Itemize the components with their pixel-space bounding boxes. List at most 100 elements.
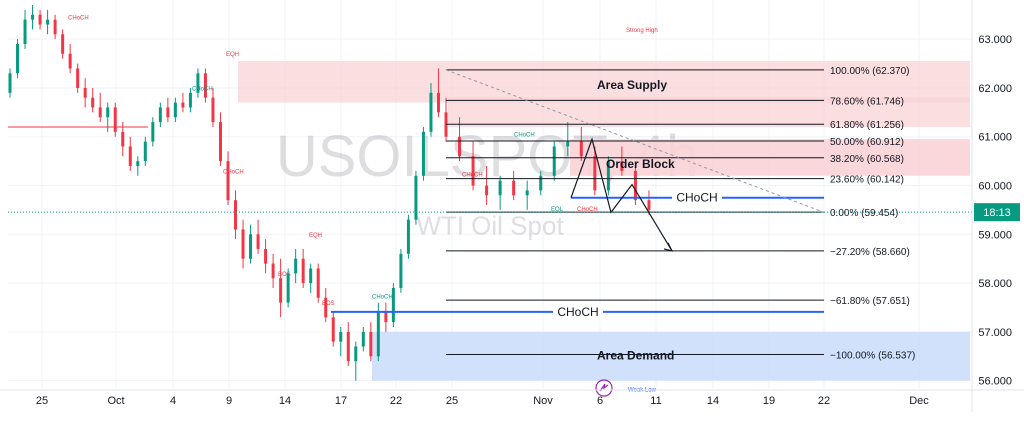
candle-body	[331, 317, 335, 342]
candle-body	[633, 170, 637, 201]
candle-body	[143, 141, 147, 162]
structure-label: CHoCH	[223, 169, 244, 175]
candle-body	[234, 200, 238, 230]
candle-body	[593, 156, 597, 191]
candle-body	[421, 131, 425, 176]
candle-body	[196, 73, 200, 93]
x-tick-label: 17	[335, 395, 347, 407]
candle-body	[128, 146, 132, 167]
candle-body	[324, 297, 328, 318]
candle-body	[181, 102, 185, 108]
overlays: 100.00% (62.370) 78.60% (61.746) 61.80% (6…	[8, 16, 972, 397]
structure-label: BOS	[322, 301, 335, 307]
fib-level-label: 61.80% (61.256)	[830, 120, 904, 131]
candle-body	[83, 87, 87, 98]
candle-body	[316, 268, 320, 298]
x-tick-label: 4	[170, 395, 176, 407]
candle-body	[485, 185, 489, 196]
candle-body	[566, 141, 570, 147]
candle-body	[226, 161, 230, 201]
strong-high-label: Strong High	[626, 28, 658, 34]
candle-body	[458, 136, 462, 157]
candle-body	[38, 14, 42, 25]
structure-label: BOS	[278, 272, 291, 278]
bolt-icon	[599, 383, 609, 392]
fib-level-label: 38.20% (60.568)	[830, 154, 904, 165]
candle-body	[136, 161, 140, 167]
candle-body	[620, 161, 624, 171]
x-tick-label: Nov	[533, 395, 553, 407]
candle-body	[406, 219, 410, 254]
candle-body	[188, 92, 192, 108]
candle-body	[361, 331, 365, 347]
candle-body	[218, 122, 222, 162]
candle-body	[512, 180, 516, 196]
candle-body	[31, 14, 35, 20]
candle-body	[23, 19, 27, 45]
x-tick-label: 14	[707, 395, 719, 407]
candle-body	[76, 68, 80, 88]
subtitle-watermark: WTI Oil Spot	[416, 210, 564, 240]
candle-body	[339, 331, 343, 342]
fib-level-label: −100.00% (56.537)	[830, 350, 915, 361]
candle-body	[113, 107, 117, 132]
choch-upper-label: CHoCH	[676, 191, 717, 205]
choch-lower-label: CHoCH	[557, 305, 598, 319]
structure-label: EQH	[309, 233, 322, 239]
x-tick-label: Dec	[909, 395, 929, 407]
candle-body	[346, 331, 350, 362]
demand-zone	[372, 331, 970, 381]
y-tick-label: 56.000	[978, 376, 1012, 388]
candle-body	[286, 273, 290, 303]
y-tick-label: 57.000	[978, 327, 1012, 339]
structure-label: CHoCH	[514, 133, 535, 139]
structure-label: CHoCH	[372, 295, 393, 301]
candle-body	[391, 287, 395, 323]
candle-body	[211, 97, 215, 123]
candle-body	[309, 268, 313, 284]
candle-body	[471, 156, 475, 186]
structure-label: CHoCH	[577, 207, 598, 213]
fib-level-label: 50.00% (60.912)	[830, 137, 904, 148]
x-tick-label: 22	[390, 395, 402, 407]
x-tick-label: 19	[763, 395, 775, 407]
fib-level-label: 100.00% (62.370)	[830, 66, 910, 77]
candle-body	[8, 73, 12, 93]
dashed-trendline	[445, 69, 825, 213]
y-tick-label: 63.000	[978, 34, 1012, 46]
fib-level-label: 23.60% (60.142)	[830, 175, 904, 186]
candle-body	[539, 175, 543, 191]
candle-body	[369, 331, 373, 357]
candle-body	[399, 253, 403, 288]
candle-body	[158, 107, 162, 123]
structure-label: CHoCH	[68, 16, 89, 22]
candle-body	[106, 107, 110, 118]
candle-body	[98, 107, 102, 118]
fib-level-label: 0.00% (59.454)	[830, 208, 898, 219]
candle-body	[301, 258, 305, 284]
candle-body	[121, 131, 125, 147]
fib-level-label: −27.20% (58.660)	[830, 247, 910, 258]
candle-body	[256, 234, 260, 249]
candle-body	[354, 346, 358, 362]
axes: 63.000 62.000 61.000 60.000 59.000 58.000 57.0…	[0, 0, 1024, 412]
candle-body	[91, 97, 95, 108]
choch-upper-bg	[672, 189, 722, 206]
supply-zone	[238, 61, 970, 103]
order-block-label: Order Block	[606, 157, 675, 171]
candle-body	[606, 161, 610, 191]
countdown-label: 18:13	[983, 207, 1011, 219]
structure-label: CHoCH	[192, 86, 213, 92]
candle-body	[384, 312, 388, 323]
candle-body	[151, 122, 155, 142]
structure-label: CHoCH	[462, 173, 483, 179]
candle-body	[241, 229, 245, 259]
supply-zone-lower	[448, 97, 970, 127]
candle-body	[525, 190, 529, 196]
candle-body	[249, 234, 253, 259]
candle-body	[173, 102, 177, 118]
x-tick-label: 11	[650, 395, 661, 407]
candle-body	[647, 200, 651, 210]
